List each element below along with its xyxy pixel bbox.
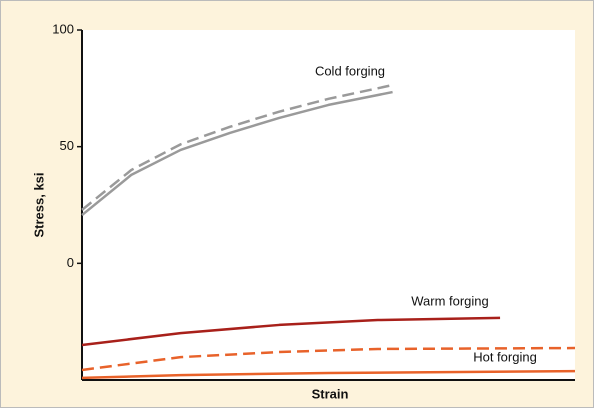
y-tick-label: 50 [60,138,74,153]
plot-area [82,30,575,380]
y-tick-label: 100 [52,21,74,36]
series-line [81,90,393,217]
series-label: Cold forging [315,63,385,78]
series-label: Warm forging [411,293,489,308]
y-tick-label: 0 [67,255,74,270]
series-line [81,369,576,380]
series-line [81,346,576,372]
y-axis-label: Stress, ksi [31,172,46,237]
series-line [81,83,393,211]
series-line [81,316,501,347]
series-label: Hot forging [473,349,537,364]
x-axis-label: Strain [312,386,349,401]
